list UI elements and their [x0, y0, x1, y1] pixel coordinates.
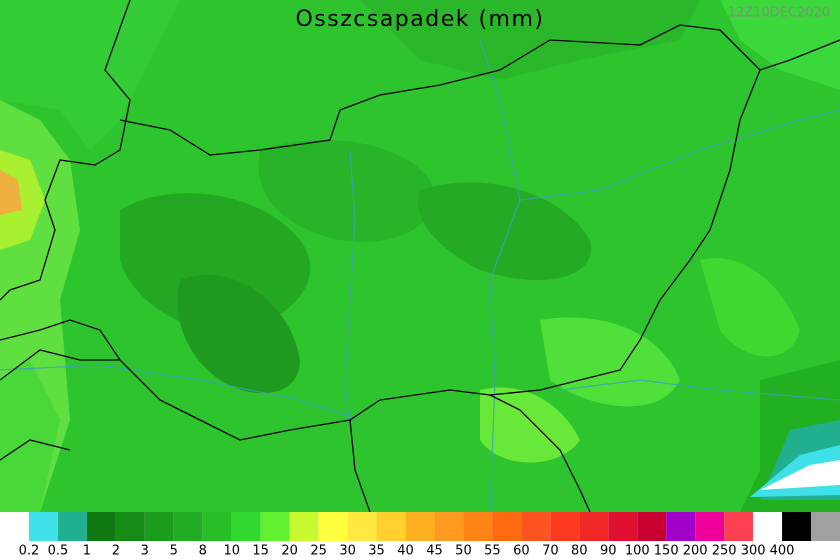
legend-label: 8 — [199, 544, 207, 559]
rivers — [0, 39, 840, 513]
legend-swatch — [695, 512, 725, 541]
legend-swatch — [144, 512, 174, 541]
legend-swatch — [811, 512, 840, 541]
legend-swatch — [0, 512, 29, 541]
legend-swatch — [347, 512, 377, 541]
legend-swatch — [550, 512, 580, 541]
legend-label: 40 — [397, 544, 414, 559]
legend-label: 400 — [770, 544, 795, 559]
legend-swatch — [376, 512, 406, 541]
timestamp: 12Z10DEC2020 — [728, 6, 830, 21]
legend-label: 300 — [741, 544, 766, 559]
legend-label: 35 — [368, 544, 385, 559]
legend-swatch — [782, 512, 812, 541]
legend-label: 60 — [513, 544, 530, 559]
precipitation-field — [0, 0, 840, 512]
legend-swatch — [86, 512, 116, 541]
legend-swatch — [289, 512, 319, 541]
legend-label: 45 — [426, 544, 443, 559]
legend-swatch — [173, 512, 203, 541]
legend-label: 100 — [625, 544, 650, 559]
legend-label: 25 — [310, 544, 327, 559]
legend-swatch — [753, 512, 783, 541]
legend-swatch — [260, 512, 290, 541]
legend-label: 80 — [571, 544, 588, 559]
borders — [0, 0, 840, 513]
legend-label: 20 — [281, 544, 298, 559]
legend-label: 10 — [223, 544, 240, 559]
legend-swatch — [724, 512, 754, 541]
map-title: Osszcsapadek (mm) — [295, 7, 544, 32]
legend-label: 1 — [83, 544, 91, 559]
legend-swatch — [463, 512, 493, 541]
legend-swatch — [666, 512, 696, 541]
legend-label: 200 — [683, 544, 708, 559]
legend-label: 50 — [455, 544, 472, 559]
legend-label: 2 — [112, 544, 120, 559]
legend-label: 55 — [484, 544, 501, 559]
legend-swatch — [28, 512, 58, 541]
legend-swatch — [521, 512, 551, 541]
legend-swatch — [434, 512, 464, 541]
legend-label: 250 — [712, 544, 737, 559]
legend-swatch — [405, 512, 435, 541]
legend: 0.2 0.5 1 2 3 5 8 10 15 20 25 30 35 40 45 50 55 60 70 80 90 1… — [0, 512, 840, 560]
legend-label: 0.2 — [19, 544, 40, 559]
legend-label: 30 — [339, 544, 356, 559]
legend-label: 150 — [654, 544, 679, 559]
legend-swatch — [318, 512, 348, 541]
legend-label: 0.5 — [48, 544, 69, 559]
legend-label: 3 — [141, 544, 149, 559]
legend-label: 15 — [252, 544, 269, 559]
legend-swatch — [202, 512, 232, 541]
legend-label: 70 — [542, 544, 559, 559]
legend-swatch — [608, 512, 638, 541]
legend-swatch — [231, 512, 261, 541]
legend-swatch — [57, 512, 87, 541]
legend-swatch — [637, 512, 667, 541]
legend-label: 5 — [170, 544, 178, 559]
legend-swatch — [492, 512, 522, 541]
legend-label: 90 — [600, 544, 617, 559]
legend-swatch — [579, 512, 609, 541]
legend-swatch — [115, 512, 145, 541]
